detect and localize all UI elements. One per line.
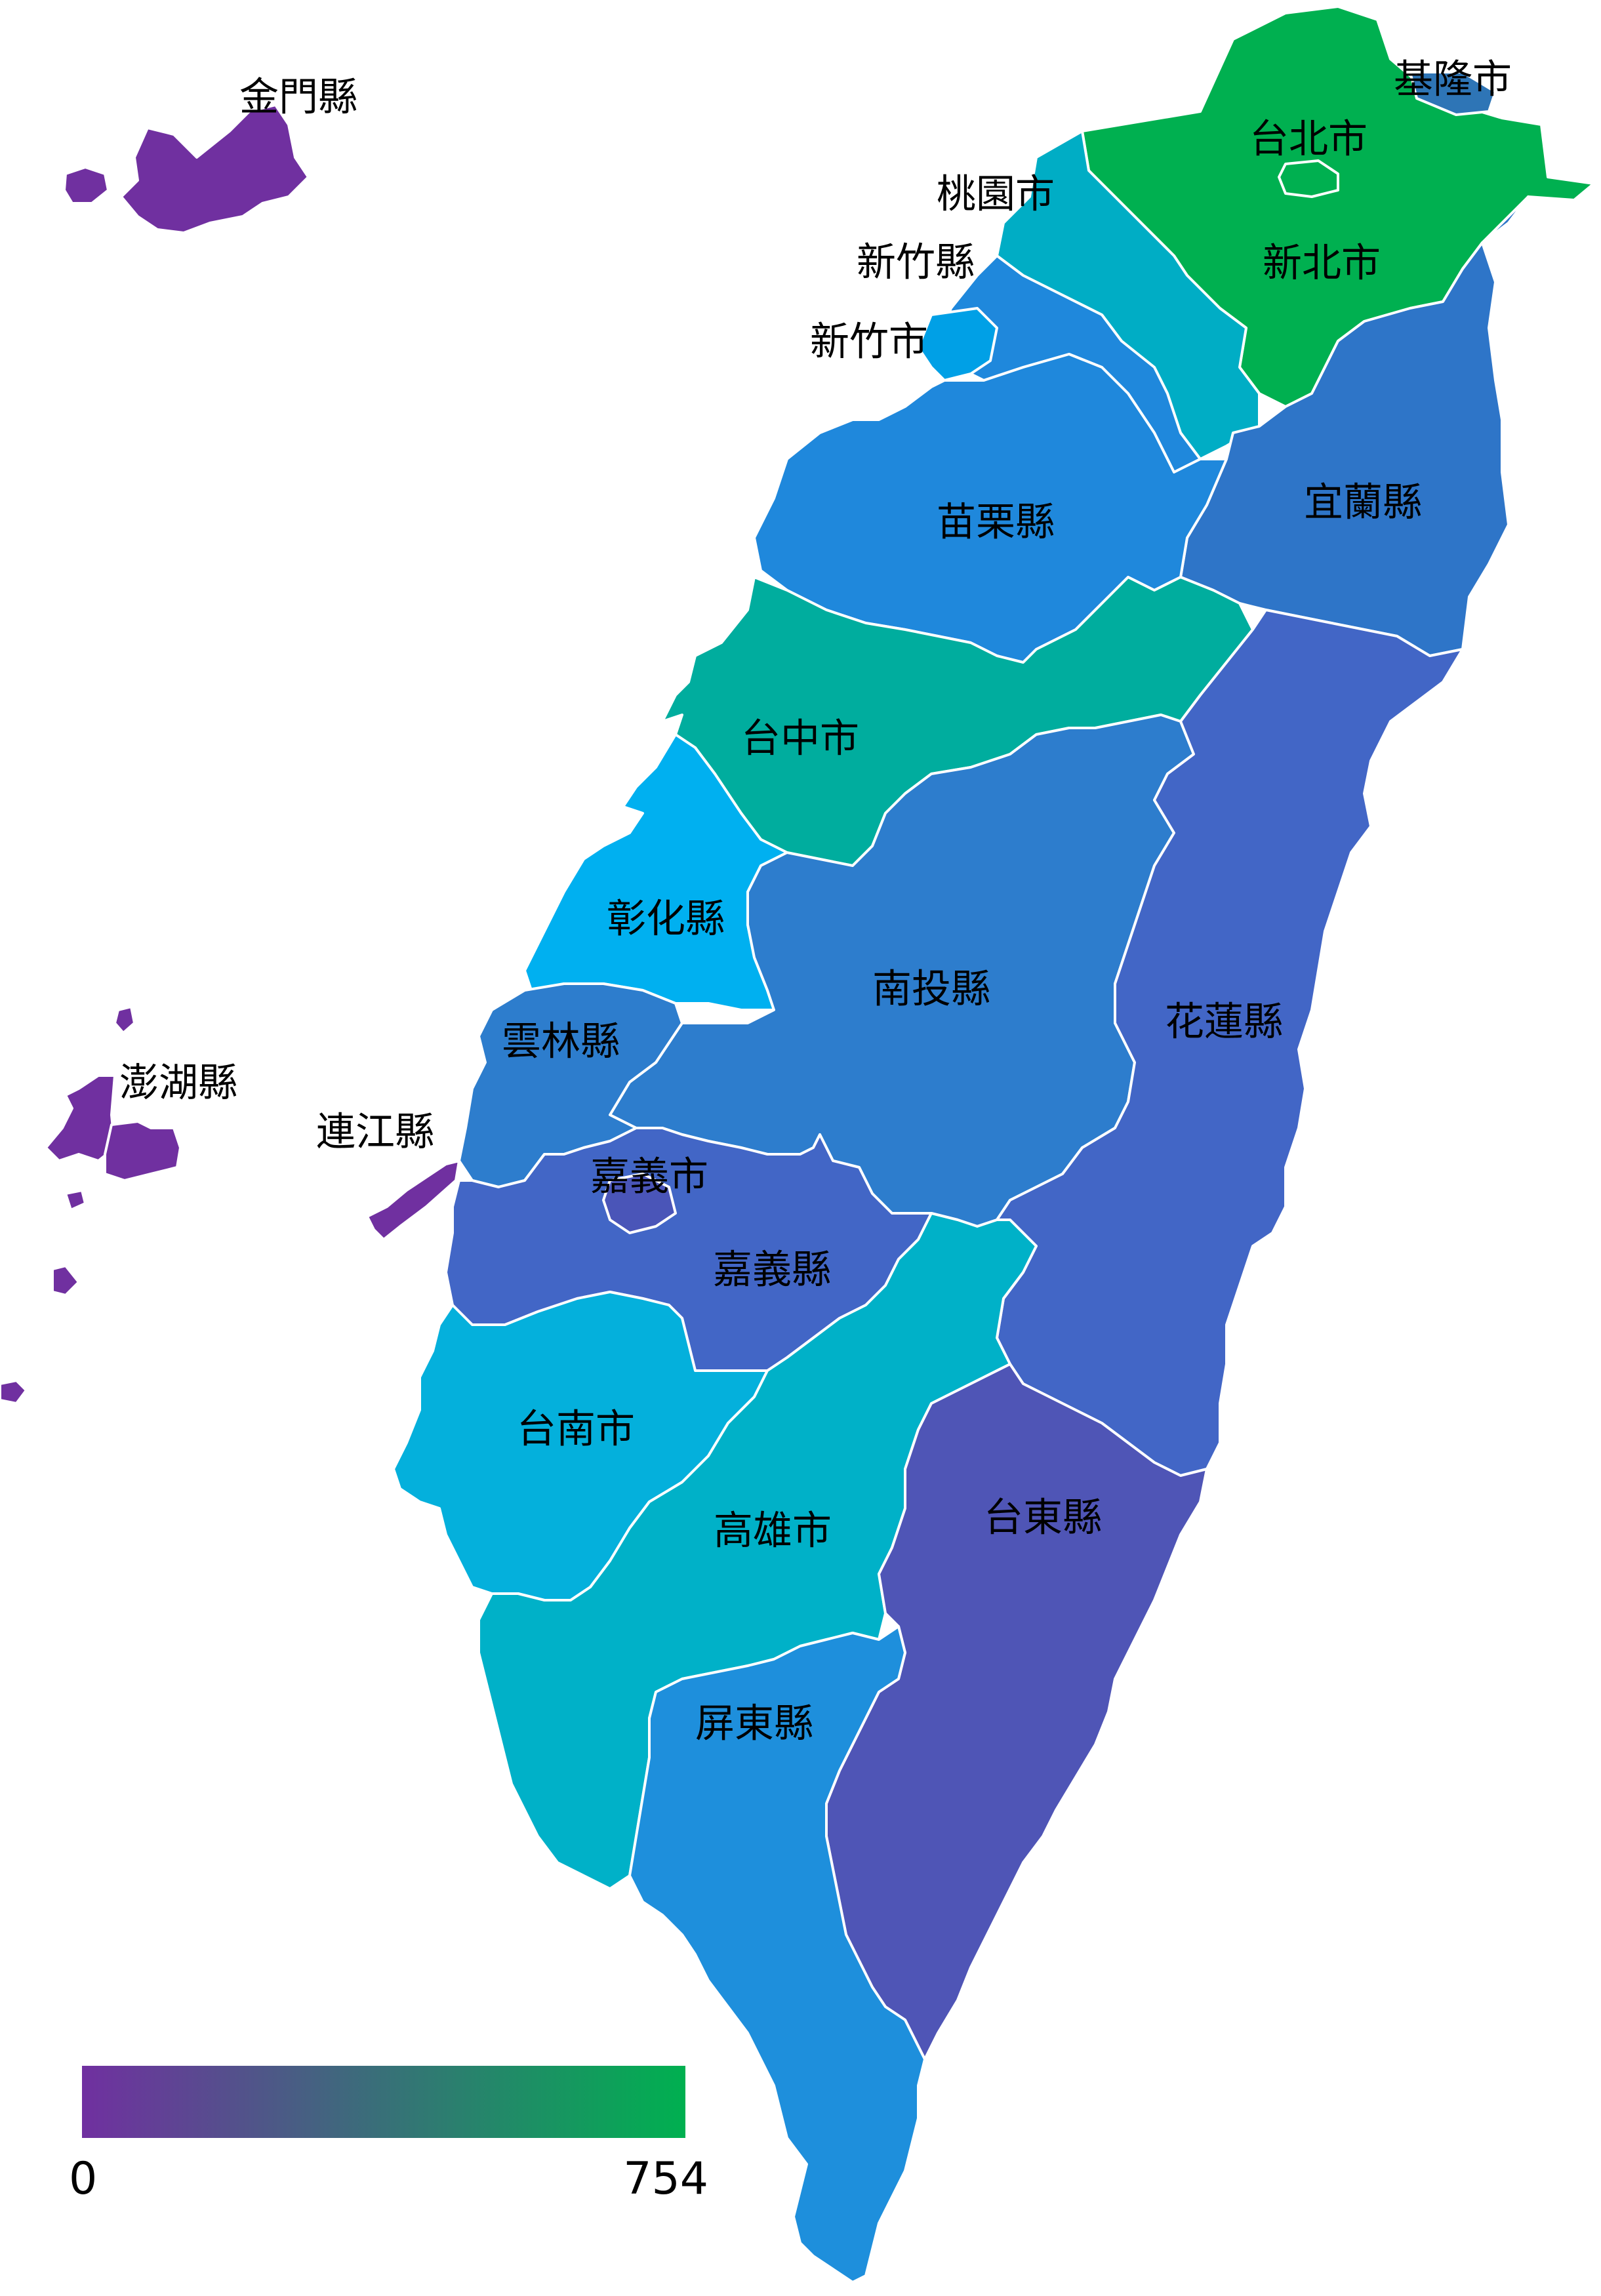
region-kinmen[interactable]: [63, 104, 310, 234]
region-label-miaoli: 苗栗縣: [937, 500, 1055, 546]
region-label-tainan: 台南市: [517, 1407, 635, 1453]
region-label-pingtung: 屏東縣: [695, 1701, 813, 1747]
region-label-chiayi-county: 嘉義縣: [713, 1247, 831, 1293]
region-label-keelung: 基隆市: [1394, 57, 1512, 103]
region-pingtung[interactable]: [628, 1625, 926, 2284]
region-label-kinmen: 金門縣: [239, 75, 357, 121]
region-label-hsinchu-city: 新竹市: [810, 319, 928, 365]
color-legend: 0 754: [69, 2066, 708, 2205]
region-label-newtaipei: 新北市: [1263, 241, 1381, 287]
region-taitung[interactable]: [825, 1363, 1208, 2061]
region-label-hsinchu-county: 新竹縣: [857, 240, 975, 286]
region-label-lienchiang: 連江縣: [316, 1110, 434, 1156]
region-label-hualien: 花蓮縣: [1165, 999, 1283, 1045]
legend-gradient-bar: [82, 2066, 685, 2138]
region-label-penghu: 澎湖縣: [119, 1060, 237, 1106]
region-shapes: [0, 5, 1595, 2284]
region-hsinchu-city[interactable]: [917, 307, 998, 382]
region-label-taitung: 台東縣: [984, 1495, 1102, 1541]
region-labels: 金門縣 基隆市 台北市 桃園市 新北市 新竹縣 新竹市 苗栗縣 宜蘭縣 台中市 …: [119, 57, 1512, 1747]
region-keelung[interactable]: [1409, 71, 1497, 116]
region-label-chiayi-city: 嘉義市: [590, 1154, 708, 1200]
region-taipei[interactable]: [1278, 159, 1339, 198]
region-lienchiang[interactable]: [366, 1159, 460, 1241]
region-label-taipei: 台北市: [1249, 117, 1368, 163]
region-chiayi-city[interactable]: [602, 1173, 677, 1234]
region-penghu[interactable]: [0, 1005, 182, 1405]
region-label-nantou: 南投縣: [872, 967, 990, 1013]
legend-min-label: 0: [69, 2153, 97, 2205]
region-label-taoyuan: 桃園市: [937, 172, 1055, 218]
region-label-yilan: 宜蘭縣: [1304, 480, 1422, 526]
region-label-taichung: 台中市: [741, 716, 859, 762]
region-label-changhua: 彰化縣: [607, 896, 725, 942]
region-label-yunlin: 雲林縣: [502, 1019, 620, 1065]
region-label-kaohsiung: 高雄市: [714, 1508, 832, 1554]
legend-max-label: 754: [623, 2153, 708, 2205]
